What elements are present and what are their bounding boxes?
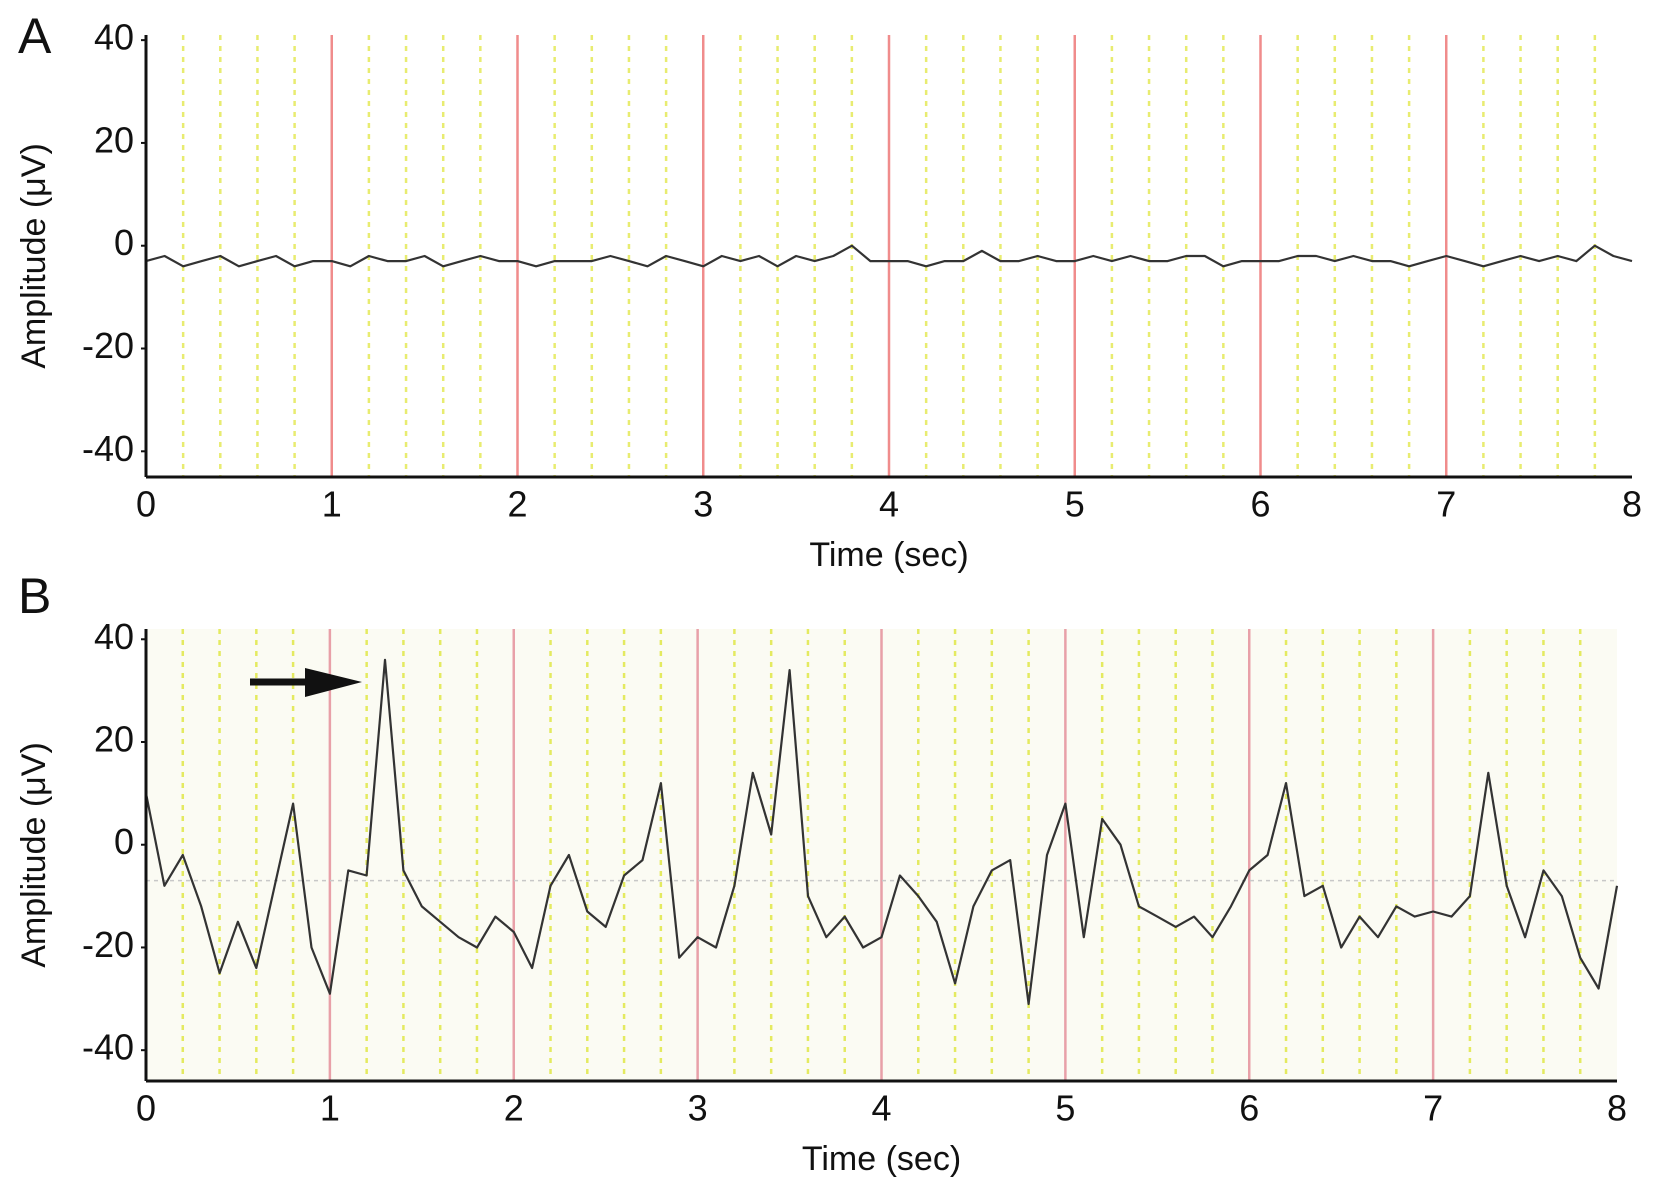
x-axis-title: Time (sec) xyxy=(802,1140,961,1178)
y-tick-label: 0 xyxy=(114,821,134,862)
arrow-annotation xyxy=(250,668,362,697)
x-tick-label: 7 xyxy=(1436,484,1456,525)
y-axis-title: Amplitude (μV) xyxy=(15,742,53,968)
y-axis-title: Amplitude (μV) xyxy=(15,143,53,369)
trace-line xyxy=(145,244,1633,268)
x-tick-label: 2 xyxy=(507,484,527,525)
x-tick-label: 2 xyxy=(504,1088,524,1129)
x-tick-label: 0 xyxy=(136,1088,156,1129)
trace-line xyxy=(144,658,1619,1006)
x-tick-label: 8 xyxy=(1607,1088,1627,1129)
arrow-head xyxy=(305,668,362,697)
x-tick-label: 4 xyxy=(871,1088,891,1129)
y-tick-label: 0 xyxy=(114,222,134,263)
x-tick-label: 8 xyxy=(1622,484,1642,525)
x-tick-label: 1 xyxy=(320,1088,340,1129)
y-tick-label: -20 xyxy=(82,924,134,965)
y-tick-label: 20 xyxy=(94,719,134,760)
x-tick-label: 3 xyxy=(693,484,713,525)
x-tick-label: 4 xyxy=(879,484,899,525)
y-tick-label: 40 xyxy=(94,616,134,657)
x-axis-title: Time (sec) xyxy=(809,536,968,574)
x-tick-label: 5 xyxy=(1055,1088,1075,1129)
y-tick-label: -40 xyxy=(82,428,134,469)
x-tick-label: 1 xyxy=(322,484,342,525)
panel-label: A xyxy=(18,8,52,64)
y-tick-label: -20 xyxy=(82,325,134,366)
y-tick-label: 20 xyxy=(94,119,134,160)
x-tick-label: 6 xyxy=(1250,484,1270,525)
x-tick-label: 6 xyxy=(1239,1088,1259,1129)
x-tick-label: 0 xyxy=(136,484,156,525)
x-tick-label: 5 xyxy=(1065,484,1085,525)
x-tick-label: 3 xyxy=(688,1088,708,1129)
panel-label: B xyxy=(18,568,51,624)
y-tick-label: 40 xyxy=(94,17,134,58)
y-tick-label: -40 xyxy=(82,1027,134,1068)
x-tick-label: 7 xyxy=(1423,1088,1443,1129)
